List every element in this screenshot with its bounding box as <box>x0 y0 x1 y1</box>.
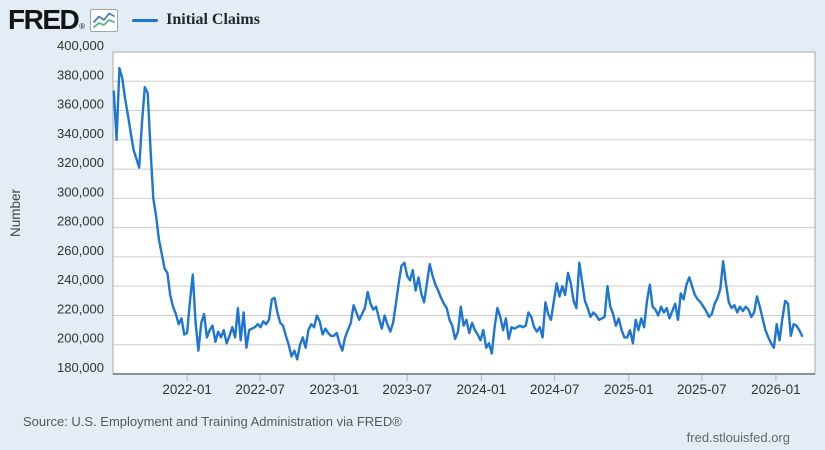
fred-logo[interactable]: FRED ® <box>8 4 119 35</box>
registered-trademark-mark: ® <box>79 22 86 31</box>
x-tick-label: 2022-07 <box>235 382 285 397</box>
y-tick-label: 380,000 <box>57 67 104 82</box>
y-tick-label: 240,000 <box>57 272 104 287</box>
legend-line-swatch <box>132 18 159 22</box>
chart-header: FRED ® Initial Claims <box>8 6 260 34</box>
y-tick-label: 300,000 <box>57 184 104 199</box>
y-tick-label: 200,000 <box>57 331 104 346</box>
x-tick-label: 2025-07 <box>677 382 727 397</box>
y-axis-title: Number <box>8 188 23 237</box>
x-tick-label: 2025-01 <box>604 382 654 397</box>
x-tick-label: 2024-07 <box>530 382 580 397</box>
y-tick-label: 280,000 <box>57 214 104 229</box>
source-note: Source: U.S. Employment and Training Adm… <box>23 414 402 429</box>
line-chart-icon <box>90 8 119 32</box>
fred-site-link[interactable]: fred.stlouisfed.org <box>686 430 790 445</box>
y-tick-label: 260,000 <box>57 243 104 258</box>
x-tick-label: 2023-01 <box>309 382 359 397</box>
x-tick-label: 2023-07 <box>382 382 432 397</box>
fred-logo-text: FRED <box>8 4 80 35</box>
y-tick-label: 360,000 <box>57 97 104 112</box>
legend-label: Initial Claims <box>166 11 260 28</box>
y-tick-label: 220,000 <box>57 301 104 316</box>
x-tick-label: 2022-01 <box>162 382 212 397</box>
y-tick-label: 400,000 <box>57 38 104 53</box>
y-axis-labels: 180,000 200,000 220,000 240,000 260,000 280,0… <box>57 38 104 375</box>
x-axis-labels: 2022-01 2022-07 2023-01 2023-07 2024-01 2024-… <box>162 375 801 397</box>
x-tick-label: 2026-01 <box>751 382 801 397</box>
x-tick-label: 2024-01 <box>457 382 507 397</box>
y-tick-label: 340,000 <box>57 126 104 141</box>
initial-claims-chart[interactable]: 180,000 200,000 220,000 240,000 260,000 280,0… <box>0 0 825 408</box>
y-tick-label: 180,000 <box>57 360 104 375</box>
initial-claims-series-line[interactable] <box>112 66 804 361</box>
gridlines <box>113 51 815 375</box>
legend-item-initial-claims[interactable]: Initial Claims <box>132 11 260 29</box>
y-tick-label: 320,000 <box>57 155 104 170</box>
